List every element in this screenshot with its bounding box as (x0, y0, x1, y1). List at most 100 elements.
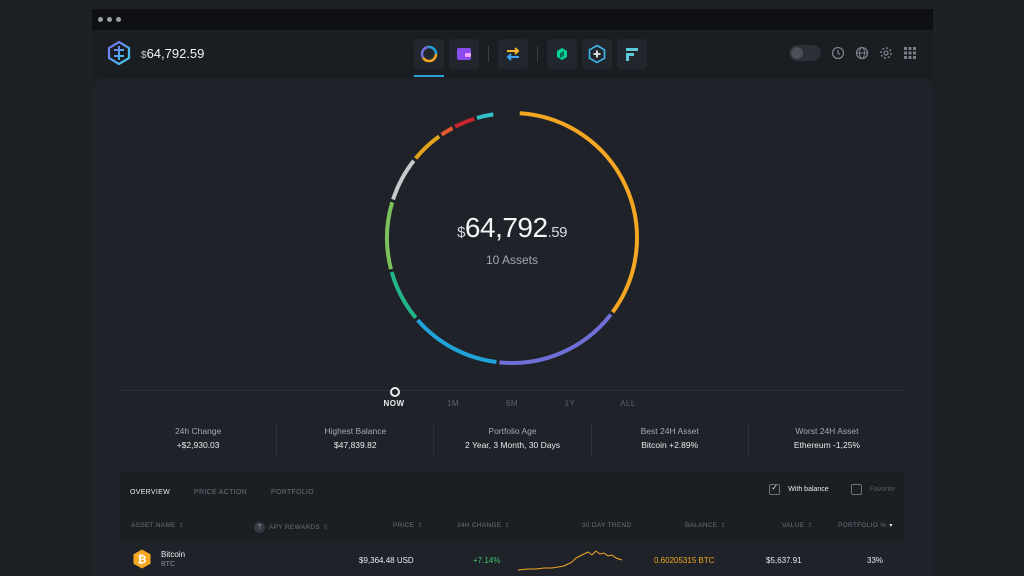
donut-segment-10[interactable] (476, 112, 494, 120)
window-control-dot[interactable] (116, 17, 121, 22)
donut-segment-2[interactable] (499, 313, 613, 365)
col-balance[interactable]: BALANCE ⇕ (685, 522, 726, 529)
nav-compound[interactable] (547, 39, 577, 69)
stat-portfolio-age: Portfolio Age 2 Year, 3 Month, 30 Days (434, 424, 592, 458)
asset-name: Bitcoin (161, 550, 186, 559)
timeline-6m[interactable]: 6M (505, 399, 519, 408)
col-portfolio[interactable]: PORTFOLIO % ▾ (838, 522, 893, 529)
nav-exchange[interactable] (498, 39, 528, 69)
nav-add-app[interactable] (582, 39, 612, 69)
tab-price-action[interactable]: PRICE ACTION (194, 489, 248, 496)
top-bar: $64,792.59 (92, 30, 933, 78)
with-balance-checkbox[interactable] (769, 483, 781, 495)
donut-segment-6[interactable] (391, 159, 416, 201)
ftx-app-icon (626, 48, 638, 61)
stat-24h-change: 24h Change +$2,930.03 (120, 424, 278, 458)
table-tabs: OVERVIEW PRICE ACTION PORTFOLIO (130, 489, 314, 496)
timeline-all[interactable]: ALL (620, 399, 636, 408)
stat-value: 2 Year, 3 Month, 30 Days (465, 440, 560, 450)
table-row[interactable]: ₿ Bitcoin BTC $9,364.48 USD +7.14% 0.602… (120, 540, 905, 576)
asset-change: +7.14% (473, 556, 501, 565)
tab-overview[interactable]: OVERVIEW (130, 489, 171, 496)
app-nav (414, 39, 652, 77)
nav-wallet[interactable] (449, 39, 479, 69)
gear-icon[interactable] (879, 46, 893, 60)
grid-icon[interactable] (903, 46, 917, 60)
portfolio-donut-chart[interactable] (380, 106, 644, 370)
donut-segment-7[interactable] (414, 134, 441, 160)
col-apy-label: APY REWARDS (269, 524, 320, 531)
donut-segment-1[interactable] (519, 111, 639, 314)
assets-table: OVERVIEW PRICE ACTION PORTFOLIO With bal… (120, 472, 905, 576)
asset-value: $5,637.91 (766, 556, 802, 565)
col-portfolio-label: PORTFOLIO % (838, 522, 887, 529)
timeline-track[interactable] (120, 390, 905, 391)
donut-icon (420, 45, 438, 63)
assets-count: 10 Assets (485, 253, 539, 267)
toolbar-right (789, 45, 917, 61)
asset-price: $9,364.48 USD (359, 556, 414, 565)
lock-toggle[interactable] (789, 45, 821, 61)
col-apy[interactable]: ? APY REWARDS ⇕ (254, 522, 328, 533)
tab-portfolio[interactable]: PORTFOLIO (271, 489, 315, 496)
stat-value: Bitcoin +2.89% (641, 440, 699, 450)
stat-best-asset: Best 24H Asset Bitcoin +2.89% (592, 424, 749, 458)
help-icon[interactable]: ? (254, 522, 265, 533)
exodus-logo-icon[interactable] (107, 41, 131, 65)
window-control-dot[interactable] (98, 17, 103, 22)
lock-icon (791, 47, 803, 59)
sort-icon: ⇕ (504, 523, 510, 529)
timeline-1y[interactable]: 1Y (564, 399, 576, 408)
donut-segment-8[interactable] (440, 126, 454, 137)
col-balance-label: BALANCE (685, 522, 718, 529)
stat-label: Portfolio Age (488, 426, 537, 436)
stat-label: Best 24H Asset (640, 426, 699, 436)
col-30-day-trend: 30 DAY TREND (582, 522, 632, 529)
col-24h-change[interactable]: 24H CHANGE ⇕ (457, 522, 510, 529)
portfolio-total-currency: $ (457, 224, 465, 241)
header-balance-value: 64,792.59 (146, 46, 205, 61)
portfolio-stats: 24h Change +$2,930.03 Highest Balance $4… (120, 424, 905, 458)
exchange-arrows-icon (506, 47, 520, 61)
table-header: ASSET NAME ⇕ ? APY REWARDS ⇕ PRICE ⇕ 24H CHA… (120, 522, 905, 534)
favorite-label[interactable]: Favorite (869, 486, 895, 493)
globe-icon[interactable] (855, 46, 869, 60)
header-balance: $64,792.59 (141, 46, 204, 61)
timeline-handle[interactable] (390, 387, 400, 397)
window-control-dot[interactable] (107, 17, 112, 22)
sort-icon: ⇕ (178, 523, 185, 529)
history-icon[interactable] (831, 46, 845, 60)
with-balance-label[interactable]: With balance (788, 486, 829, 493)
sort-icon: ⇕ (807, 523, 813, 529)
stat-value: Ethereum -1,25% (793, 440, 860, 450)
portfolio-total: $64,792.59 (362, 212, 662, 244)
donut-segment-4[interactable] (389, 271, 418, 320)
timeline-now[interactable]: NOW (383, 399, 405, 408)
nav-portfolio[interactable] (414, 39, 444, 77)
donut-segment-5[interactable] (385, 201, 395, 270)
nav-ftx[interactable] (617, 39, 647, 69)
donut-segment-3[interactable] (416, 318, 497, 365)
table-filters: With balance Favorite (769, 483, 895, 495)
donut-segment-9[interactable] (454, 116, 475, 129)
col-price[interactable]: PRICE ⇕ (393, 522, 423, 529)
bitcoin-icon: ₿ (133, 549, 151, 569)
stat-label: 24h Change (174, 426, 222, 436)
hexagon-plus-icon (588, 44, 606, 64)
asset-balance: 0.60205315 BTC (654, 556, 715, 565)
asset-ticker: BTC (161, 561, 175, 568)
title-bar (92, 9, 933, 30)
timeline-1m[interactable]: 1M (446, 399, 460, 408)
stat-highest-balance: Highest Balance $47,839.82 (277, 424, 435, 458)
header-balance-currency: $ (141, 50, 147, 61)
app-window: $64,792.59 (92, 9, 933, 576)
favorite-checkbox[interactable] (850, 484, 862, 495)
stat-value: $47,839.82 (334, 440, 377, 450)
col-value[interactable]: VALUE ⇕ (782, 522, 813, 529)
portfolio-main: $64,792.59 10 Assets NOW 1M 6M 1Y ALL 24… (92, 78, 933, 576)
portfolio-total-cents: .59 (547, 224, 568, 241)
trend-sparkline (518, 550, 623, 571)
col-asset-name[interactable]: ASSET NAME ⇕ (131, 522, 184, 529)
stat-label: Highest Balance (324, 426, 387, 436)
stat-label: Worst 24H Asset (795, 426, 859, 436)
